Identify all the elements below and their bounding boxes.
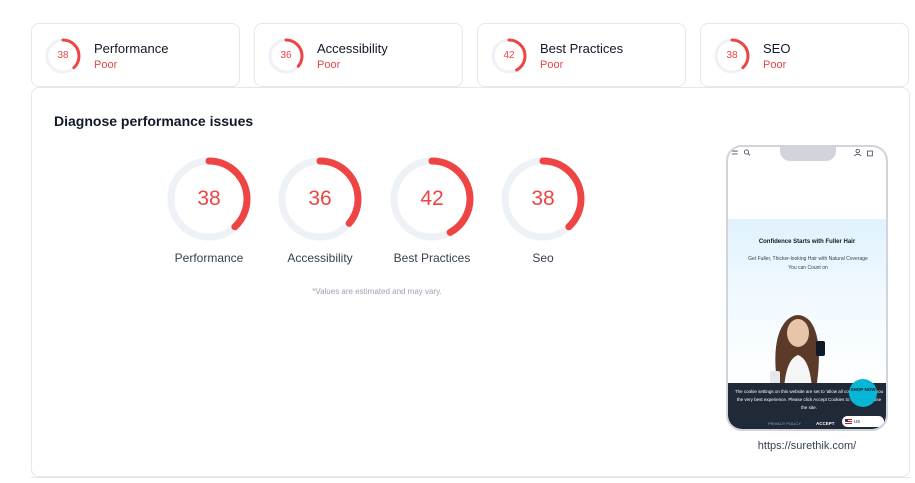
summary-title: Accessibility	[317, 41, 388, 56]
score-ring-icon	[491, 38, 527, 74]
summary-status: Poor	[94, 59, 118, 71]
menu-icon	[731, 150, 738, 155]
score-ring-icon	[45, 38, 81, 74]
preview-topbar	[731, 148, 873, 157]
summary-card-accessibility[interactable]: 36 Accessibility Poor	[254, 23, 463, 87]
summary-title: Performance	[94, 41, 169, 56]
summary-cards: 38 Performance Poor 36 Accessibility Poo…	[31, 23, 915, 87]
phone-notch	[780, 147, 836, 161]
summary-score: 38	[726, 50, 738, 61]
gauge-seo	[501, 157, 585, 241]
gauge-score: 42	[420, 187, 444, 210]
cart-icon	[867, 150, 873, 157]
gauge-label: Accessibility	[287, 251, 353, 265]
summary-card-performance[interactable]: 38 Performance Poor	[31, 23, 240, 87]
gauge-label: Performance	[174, 251, 244, 265]
cookie-text: The cookie settings on this website are …	[734, 389, 884, 410]
privacy-policy-link[interactable]: PRIVACY POLICY	[768, 421, 801, 426]
summary-status: Poor	[540, 59, 564, 71]
model-image	[770, 315, 825, 389]
summary-score: 42	[503, 50, 515, 61]
score-ring-icon	[714, 38, 750, 74]
search-icon	[743, 149, 751, 156]
summary-status: Poor	[763, 59, 787, 71]
summary-card-best-practices[interactable]: 42 Best Practices Poor	[477, 23, 686, 87]
gauge-best-practices	[390, 157, 474, 241]
language-selector[interactable]: US	[842, 416, 884, 427]
summary-score: 38	[57, 50, 69, 61]
summary-title: Best Practices	[540, 41, 624, 56]
shop-now-button[interactable]: SHOP NOW	[849, 379, 877, 407]
diagnose-panel: Diagnose performance issues 38 Performan…	[31, 87, 910, 477]
accept-cookies-button[interactable]: ACCEPT	[816, 421, 835, 426]
gauge-score: 38	[531, 187, 555, 210]
score-ring-icon	[268, 38, 304, 74]
gauge-performance	[167, 157, 251, 241]
estimate-note: *Values are estimated and may vary.	[312, 287, 442, 296]
gauge-label: Seo	[532, 251, 554, 265]
summary-score: 36	[280, 50, 292, 61]
panel-title: Diagnose performance issues	[54, 113, 254, 129]
account-icon	[854, 148, 862, 157]
gauge-label: Best Practices	[393, 251, 471, 265]
next-panel-edge	[31, 477, 910, 483]
summary-title: SEO	[763, 41, 791, 56]
hero-subtitle: Get Fuller, Thicker-looking Hair with Na…	[748, 256, 868, 271]
mobile-preview: Confidence Starts with Fuller Hair Get F…	[726, 145, 888, 431]
summary-card-seo[interactable]: 38 SEO Poor	[700, 23, 909, 87]
gauge-accessibility	[278, 157, 362, 241]
summary-status: Poor	[317, 59, 341, 71]
gauge-score: 38	[197, 187, 221, 210]
gauge-score: 36	[308, 187, 332, 210]
preview-url[interactable]: https://surethik.com/	[757, 440, 857, 452]
flag-icon	[845, 419, 852, 424]
language-code: US	[854, 419, 861, 424]
hero-title: Confidence Starts with Fuller Hair	[758, 239, 856, 245]
preview-hero: Confidence Starts with Fuller Hair Get F…	[728, 219, 886, 389]
